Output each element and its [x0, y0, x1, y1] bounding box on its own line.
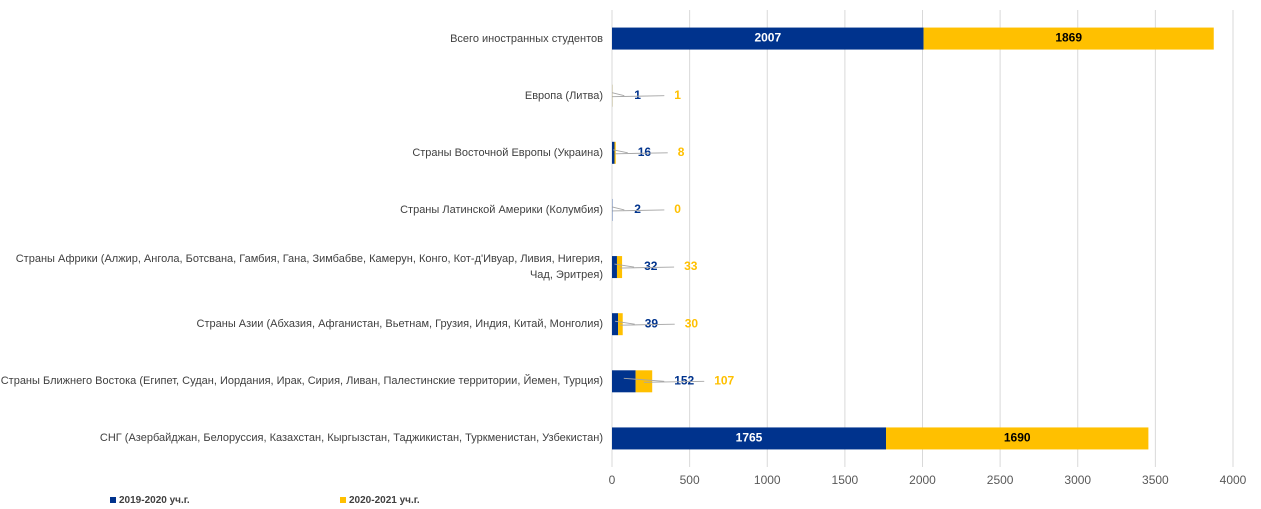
leader-line [612, 95, 665, 98]
leader-line [643, 380, 705, 383]
bar-segment [886, 427, 1149, 450]
data-label: 152 [674, 373, 694, 387]
data-label: 1869 [1055, 31, 1082, 45]
x-tick-label: 0 [609, 473, 616, 487]
data-label: 0 [674, 202, 681, 216]
category-label: Страны Азии (Абхазия, Афганистан, Вьетна… [196, 318, 603, 331]
bar-segment [612, 27, 924, 50]
leader-line [623, 377, 665, 382]
leader-line [614, 320, 635, 325]
leader-line [619, 266, 675, 269]
x-tick-label: 4000 [1220, 473, 1247, 487]
legend-label: 2020-2021 уч.г. [349, 495, 420, 506]
category-label: Страны Латинской Америки (Колумбия) [400, 203, 603, 216]
x-tick-label: 3000 [1064, 473, 1091, 487]
bar-segment [612, 313, 619, 336]
bar-segment [618, 313, 623, 336]
bar-segment [923, 27, 1214, 50]
data-label: 32 [644, 259, 658, 273]
category-label: Страны Африки (Алжир, Ангола, Ботсвана, … [15, 253, 603, 282]
x-tick-label: 1000 [754, 473, 781, 487]
data-label: 1 [674, 88, 681, 102]
bar-segment [612, 370, 636, 393]
bar-segment [612, 256, 617, 279]
x-tick-label: 1500 [832, 473, 859, 487]
legend-entry: 2019-2020 уч.г. [110, 495, 190, 506]
data-label: 8 [678, 145, 685, 159]
data-label: 1765 [736, 431, 763, 445]
data-label: 2007 [754, 31, 781, 45]
leader-line [613, 149, 628, 154]
leader-line [612, 206, 625, 211]
bar-segment [614, 141, 616, 164]
leader-line [620, 323, 675, 326]
data-label: 2 [634, 202, 641, 216]
data-label: 1690 [1004, 431, 1031, 445]
x-tick-label: 500 [680, 473, 700, 487]
data-label: 30 [685, 316, 699, 330]
legend-entry: 2020-2021 уч.г. [340, 495, 420, 506]
category-label: Всего иностранных студентов [450, 32, 603, 45]
category-label: СНГ (Азербайджан, Белоруссия, Казахстан,… [99, 432, 603, 445]
category-label: Страны Восточной Европы (Украина) [412, 146, 603, 159]
legend-swatch [340, 497, 346, 504]
x-tick-label: 2500 [987, 473, 1014, 487]
x-tick-label: 2000 [909, 473, 936, 487]
category-label: Страны Ближнего Востока (Египет, Судан, … [0, 375, 603, 388]
data-label: 16 [638, 145, 652, 159]
data-label: 39 [645, 316, 659, 330]
data-label: 33 [684, 259, 698, 273]
bar-segment [612, 141, 615, 164]
legend-swatch [110, 497, 116, 504]
legend-label: 2019-2020 уч.г. [119, 495, 190, 506]
category-label: Европа (Литва) [524, 89, 603, 102]
x-tick-label: 3500 [1142, 473, 1169, 487]
data-label: 107 [714, 373, 734, 387]
bar-segment [616, 256, 623, 279]
leader-line [611, 92, 625, 97]
leader-line [612, 209, 665, 212]
leader-line [615, 152, 668, 155]
bar-segment [612, 427, 887, 450]
leader-line [614, 263, 635, 268]
bar-segment [635, 370, 653, 393]
data-label: 1 [634, 88, 641, 102]
